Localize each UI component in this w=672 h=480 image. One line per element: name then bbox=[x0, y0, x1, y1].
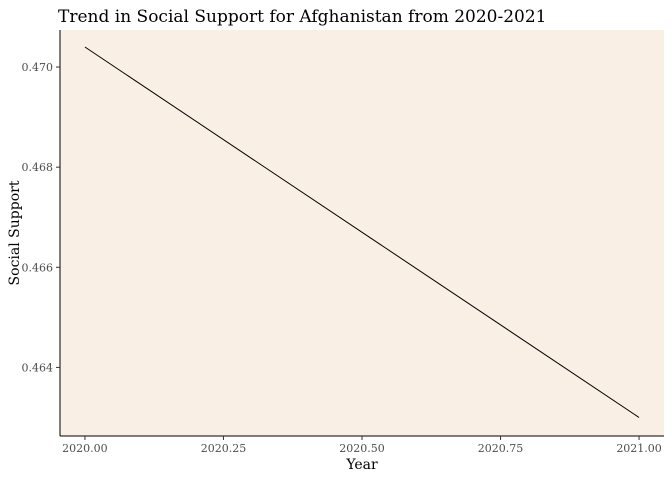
series-line bbox=[84, 46, 640, 418]
x-tick-label: 2021.00 bbox=[616, 442, 662, 455]
y-axis-label: Social Support bbox=[7, 180, 23, 285]
x-tick-label: 2020.00 bbox=[62, 442, 108, 455]
series-layer bbox=[84, 46, 640, 418]
y-tick-label: 0.468 bbox=[22, 161, 54, 174]
y-tick-label: 0.464 bbox=[22, 361, 54, 374]
x-axis-label: Year bbox=[345, 457, 378, 473]
y-tick-label: 0.466 bbox=[22, 261, 54, 274]
y-axis: 0.464 0.466 0.468 0.470 bbox=[22, 30, 61, 436]
x-tick-label: 2020.50 bbox=[339, 442, 385, 455]
x-tick-label: 2020.75 bbox=[478, 442, 524, 455]
chart-title: Trend in Social Support for Afghanistan … bbox=[58, 7, 547, 27]
x-axis: 2020.00 2020.25 2020.50 2020.75 2021.00 bbox=[60, 435, 664, 455]
y-tick-label: 0.470 bbox=[22, 61, 54, 74]
x-tick-label: 2020.25 bbox=[201, 442, 247, 455]
